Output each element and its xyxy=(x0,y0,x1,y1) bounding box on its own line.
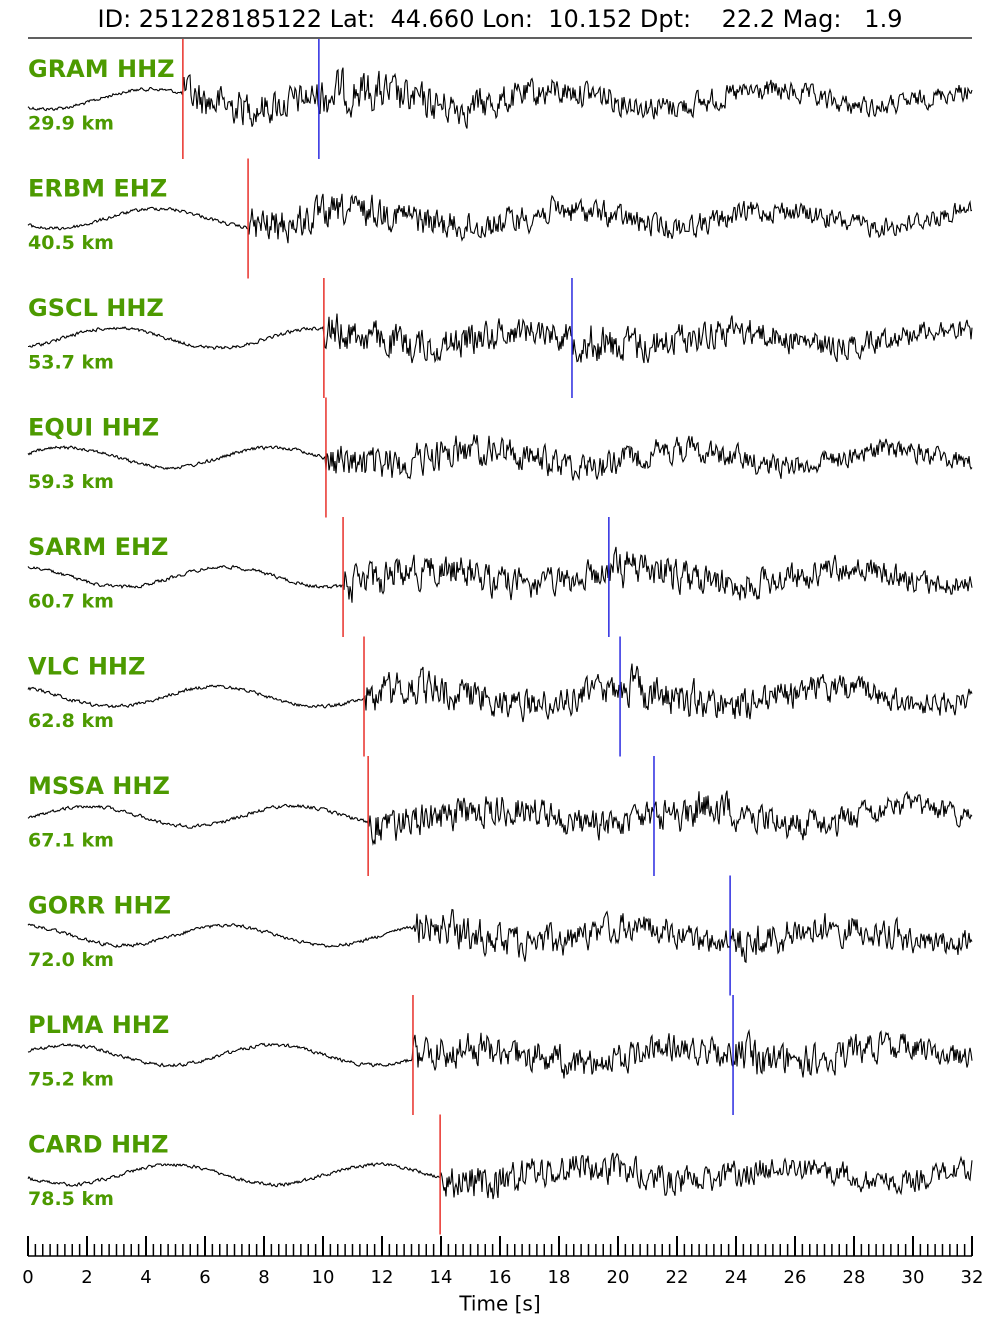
distance-label: 60.7 km xyxy=(28,591,114,613)
figure-title: ID: 251228185122 Lat: 44.660 Lon: 10.152… xyxy=(98,5,903,33)
x-tick-label: 16 xyxy=(489,1267,512,1288)
station-label: VLC HHZ xyxy=(28,653,145,681)
x-tick-label: 26 xyxy=(784,1267,807,1288)
distance-label: 53.7 km xyxy=(28,352,114,374)
x-tick-label: 10 xyxy=(312,1267,335,1288)
x-tick-label: 4 xyxy=(140,1267,151,1288)
x-tick-label: 18 xyxy=(548,1267,571,1288)
waveform xyxy=(27,1152,973,1200)
waveform xyxy=(27,67,973,129)
waveform xyxy=(28,313,973,364)
x-tick-label: 22 xyxy=(666,1267,689,1288)
station-label: MSSA HHZ xyxy=(28,772,170,800)
station-label: CARD HHZ xyxy=(28,1131,169,1159)
distance-label: 72.0 km xyxy=(28,949,114,971)
distance-label: 78.5 km xyxy=(28,1188,114,1210)
station-label: SARM EHZ xyxy=(28,533,168,561)
x-tick-label: 32 xyxy=(961,1267,984,1288)
x-axis-label: Time [s] xyxy=(458,1292,540,1316)
waveform xyxy=(27,546,973,603)
x-tick-label: 24 xyxy=(725,1267,748,1288)
station-label: GORR HHZ xyxy=(28,892,171,920)
x-tick-label: 6 xyxy=(199,1267,210,1288)
distance-label: 67.1 km xyxy=(28,830,114,852)
x-tick-label: 30 xyxy=(902,1267,925,1288)
waveform xyxy=(27,193,973,244)
distance-label: 62.8 km xyxy=(28,710,114,732)
distance-label: 29.9 km xyxy=(28,113,114,135)
x-tick-label: 8 xyxy=(258,1267,269,1288)
x-tick-label: 28 xyxy=(843,1267,866,1288)
x-tick-label: 14 xyxy=(430,1267,453,1288)
waveform xyxy=(27,663,973,723)
station-label: PLMA HHZ xyxy=(28,1011,169,1039)
distance-label: 75.2 km xyxy=(28,1069,114,1091)
station-label: ERBM EHZ xyxy=(28,175,167,203)
distance-label: 40.5 km xyxy=(28,232,114,254)
waveform xyxy=(27,434,973,481)
waveform xyxy=(27,790,973,846)
x-tick-label: 0 xyxy=(22,1267,33,1288)
x-tick-label: 20 xyxy=(607,1267,630,1288)
station-label: GSCL HHZ xyxy=(28,294,164,322)
distance-label: 59.3 km xyxy=(28,471,114,493)
station-label: EQUI HHZ xyxy=(28,414,159,442)
waveform xyxy=(27,1028,973,1079)
station-label: GRAM HHZ xyxy=(28,55,175,83)
x-tick-label: 12 xyxy=(371,1267,394,1288)
waveform xyxy=(27,908,973,964)
x-tick-label: 2 xyxy=(81,1267,92,1288)
